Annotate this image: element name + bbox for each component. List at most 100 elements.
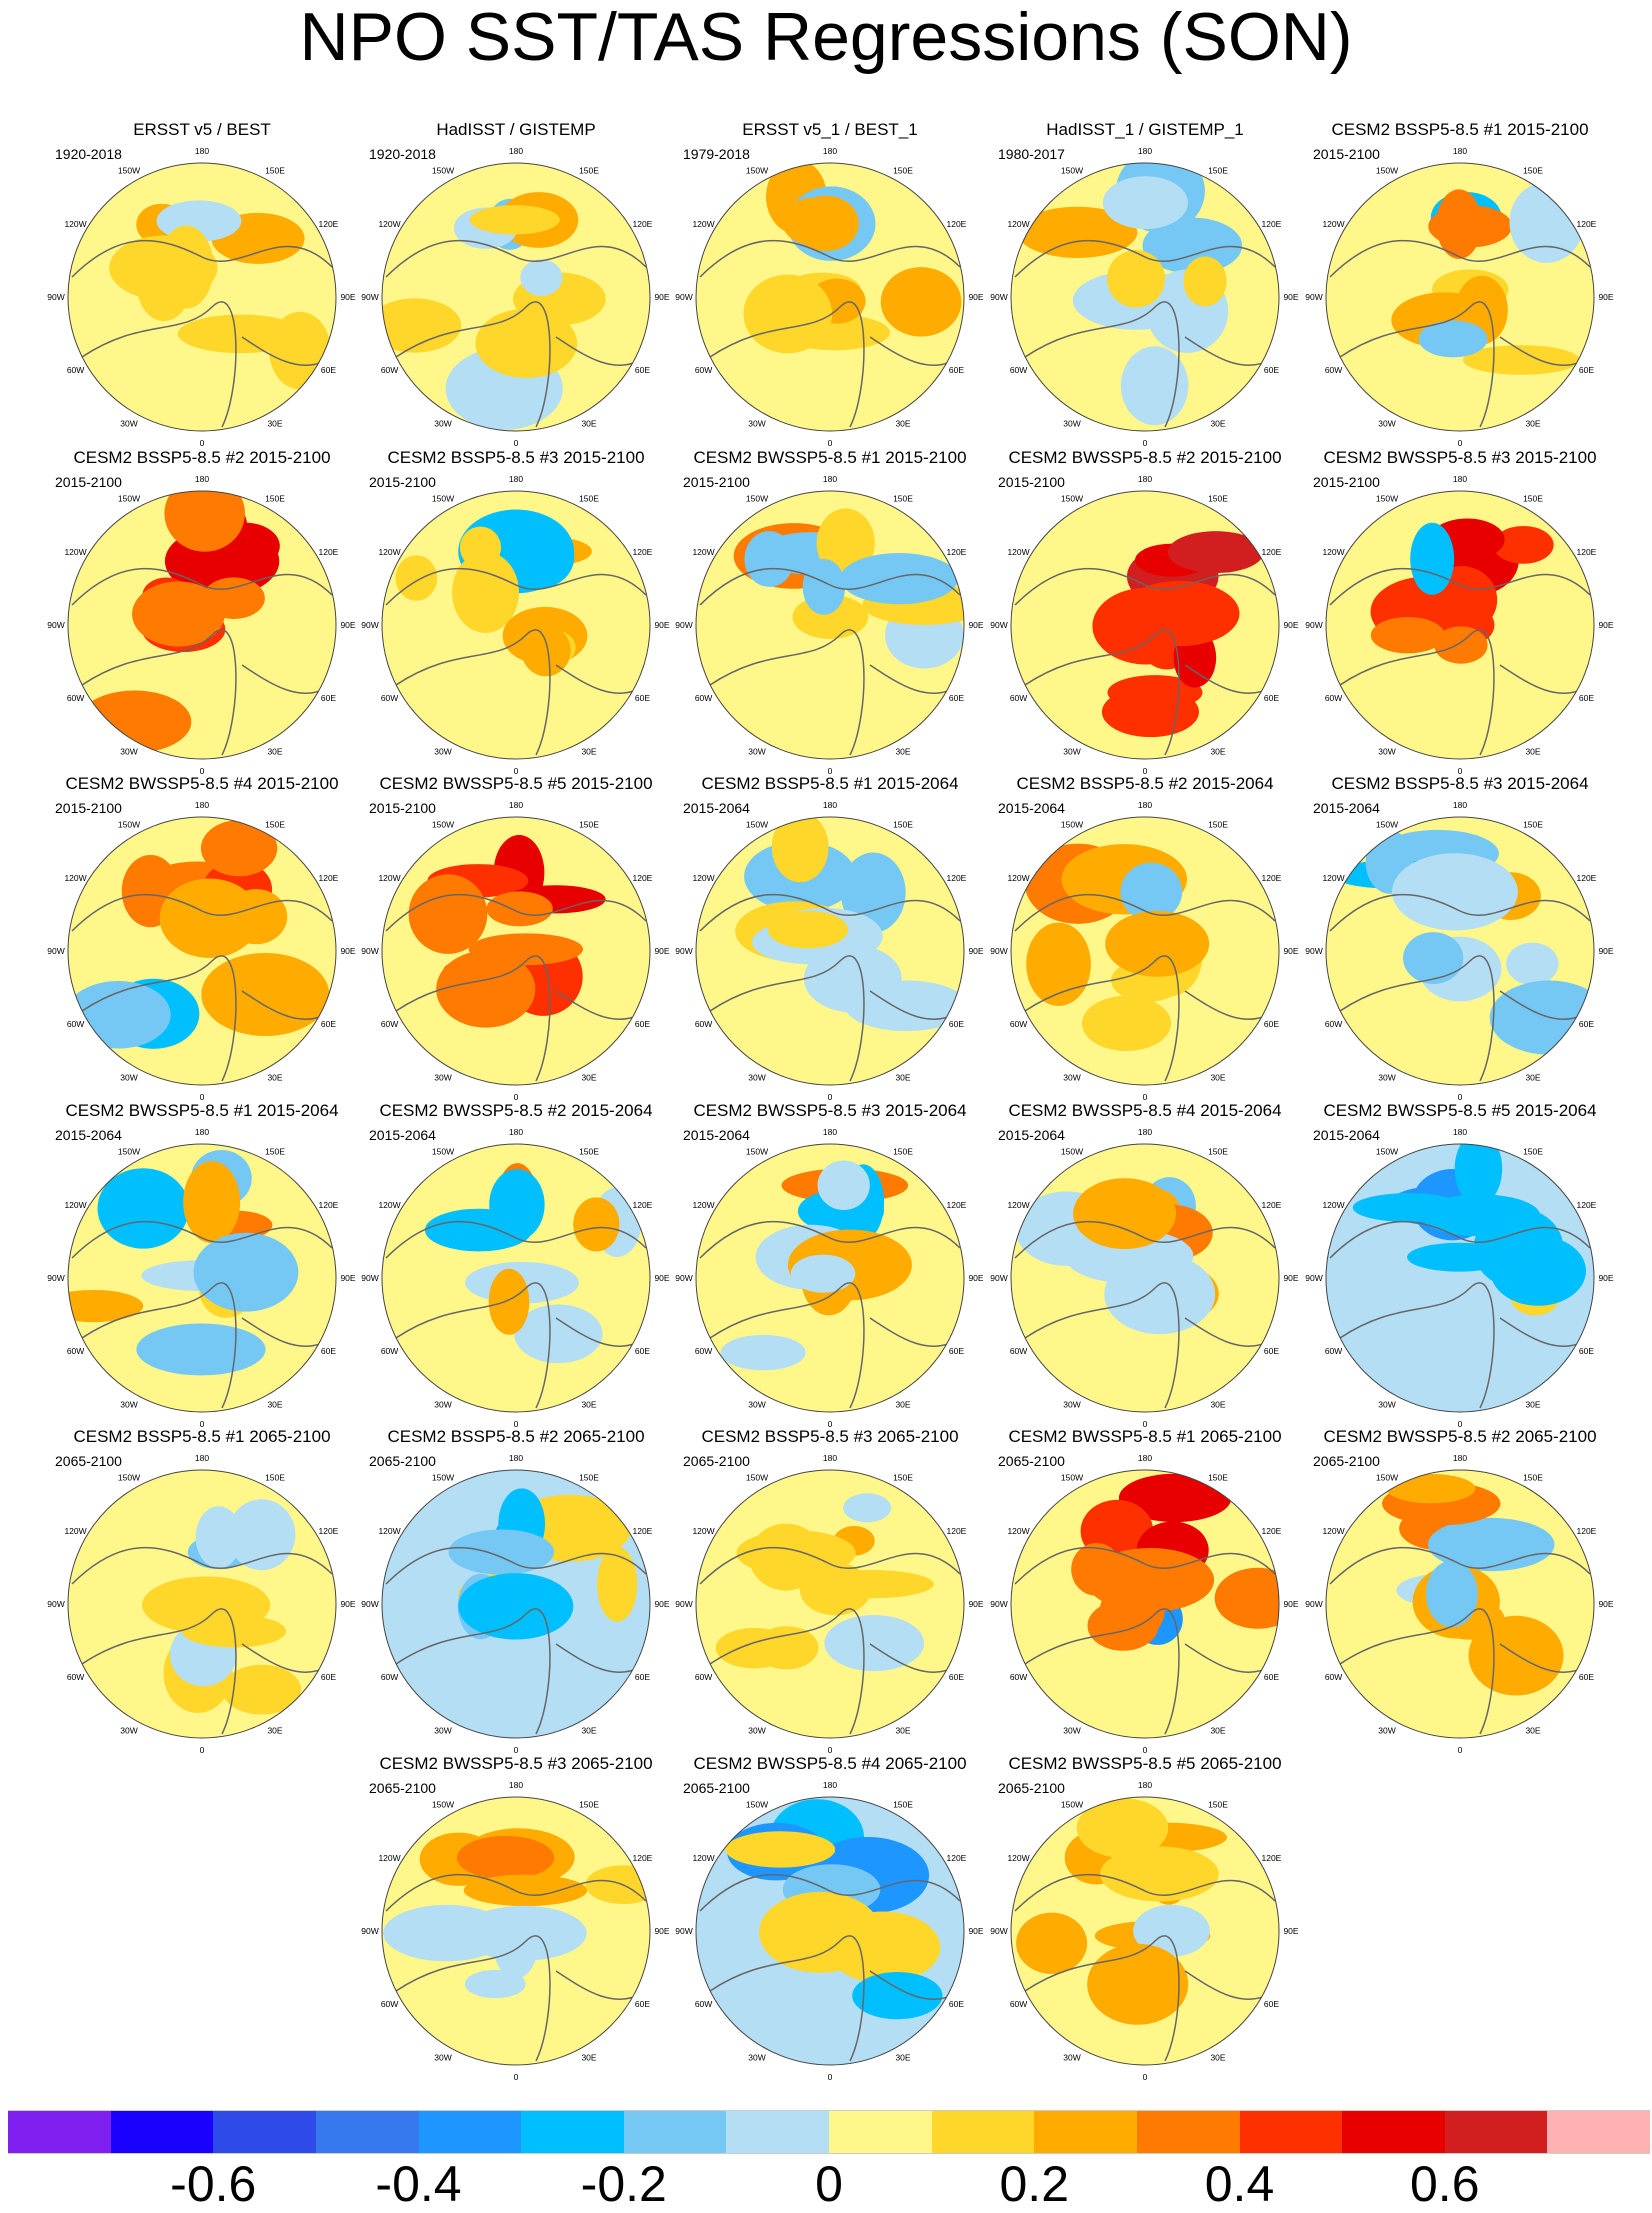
map-boundary — [695, 816, 965, 1086]
panel-title: CESM2 BWSSP5-8.5 #3 2065-2100 — [379, 1754, 653, 1773]
longitude-label: 60E — [1579, 1672, 1594, 1682]
longitude-label: 180 — [509, 146, 523, 156]
panel-title: CESM2 BWSSP5-8.5 #4 2065-2100 — [693, 1754, 967, 1773]
map-boundary — [381, 1796, 651, 2066]
longitude-label: 0 — [1143, 1419, 1148, 1429]
longitude-label: 150W — [432, 1800, 454, 1810]
longitude-label: 0 — [200, 438, 205, 448]
longitude-label: 120E — [1577, 219, 1597, 229]
anomaly-region — [109, 235, 218, 301]
map-panel: 180 150E 120E 90E 60E 30E 0 30W 60W 90W 120W 150W CE… — [990, 1101, 1300, 1431]
map-boundary — [1010, 1143, 1280, 1413]
longitude-label: 60W — [695, 1672, 712, 1682]
longitude-label: 90W — [361, 946, 378, 956]
longitude-label: 30W — [748, 2052, 765, 2062]
map-panel: 180 150E 120E 90E 60E 30E 0 30W 60W 90W 120W 150W CE… — [361, 1101, 671, 1431]
map-boundary — [381, 1143, 651, 1413]
anomaly-region — [164, 491, 245, 552]
longitude-label: 180 — [509, 800, 523, 810]
anomaly-region — [452, 551, 519, 633]
longitude-label: 60E — [635, 1346, 650, 1356]
longitude-label: 60E — [949, 1999, 964, 2009]
longitude-label: 90E — [1283, 1599, 1298, 1609]
anomaly-region — [227, 1499, 296, 1571]
anomaly-region — [1087, 1943, 1189, 2025]
polar-map: 180 150E 120E 90E 60E 30E 0 30W 60W 90W 120W 150W — [675, 146, 984, 448]
longitude-label: 0 — [514, 1745, 519, 1755]
longitude-label: 0 — [514, 1092, 519, 1102]
longitude-label: 30E — [1210, 418, 1225, 428]
longitude-label: 60E — [321, 1346, 336, 1356]
longitude-label: 90W — [675, 1273, 692, 1283]
anomaly-region — [1087, 1600, 1159, 1651]
panel-title: CESM2 BSSP5-8.5 #2 2015-2100 — [73, 448, 331, 467]
map-boundary — [695, 162, 965, 432]
anomaly-region — [802, 558, 846, 615]
map-panel: 180 150E 120E 90E 60E 30E 0 30W 60W 90W 120W 150W CE… — [1305, 1427, 1615, 1757]
longitude-label: 120E — [633, 547, 653, 557]
longitude-label: 90E — [1283, 620, 1298, 630]
longitude-label: 0 — [1143, 766, 1148, 776]
longitude-label: 90E — [340, 292, 355, 302]
longitude-label: 150E — [265, 820, 285, 830]
longitude-label: 180 — [823, 474, 837, 484]
longitude-label: 90W — [990, 1926, 1007, 1936]
longitude-label: 30W — [1063, 746, 1080, 756]
polar-map: 180 150E 120E 90E 60E 30E 0 30W 60W 90W 120W 150W — [990, 1453, 1299, 1755]
polar-map: 180 150E 120E 90E 60E 30E 0 30W 60W 90W 120W 150W — [361, 1453, 670, 1755]
anomaly-region — [395, 555, 438, 601]
panel-period: 2015-2100 — [1313, 146, 1380, 162]
longitude-label: 60E — [321, 1672, 336, 1682]
map-panel: 180 150E 120E 90E 60E 30E 0 30W 60W 90W 120W 150W CE… — [47, 448, 357, 778]
longitude-label: 120W — [378, 1526, 400, 1536]
longitude-label: 90E — [340, 946, 355, 956]
panel-period: 2015-2100 — [369, 474, 436, 490]
longitude-label: 150W — [432, 1473, 454, 1483]
longitude-label: 30W — [748, 1072, 765, 1082]
polar-map: 180 150E 120E 90E 60E 30E 0 30W 60W 90W 120W 150W — [1305, 800, 1614, 1102]
anomaly-region — [77, 690, 192, 753]
longitude-label: 30E — [267, 1072, 282, 1082]
anomaly-region — [132, 581, 225, 647]
anomaly-region — [486, 891, 553, 927]
panel-period: 2065-2100 — [1313, 1453, 1380, 1469]
anomaly-region — [1071, 1543, 1122, 1596]
longitude-label: 60E — [949, 1346, 964, 1356]
colorbar-swatch — [213, 2111, 316, 2153]
anomaly-region — [174, 1581, 267, 1620]
longitude-label: 30W — [120, 1725, 137, 1735]
anomaly-region — [424, 1208, 533, 1252]
longitude-label: 180 — [509, 1453, 523, 1463]
map-panel: 180 150E 120E 90E 60E 30E 0 30W 60W 90W 120W 150W CE… — [1305, 774, 1615, 1104]
longitude-label: 120E — [947, 1853, 967, 1863]
longitude-label: 30E — [1525, 418, 1540, 428]
longitude-label: 60E — [1264, 693, 1279, 703]
longitude-label: 120W — [1007, 1526, 1029, 1536]
longitude-label: 90E — [1283, 1926, 1298, 1936]
polar-map: 180 150E 120E 90E 60E 30E 0 30W 60W 90W 120W 150W — [675, 1453, 984, 1755]
longitude-label: 120E — [319, 219, 339, 229]
anomaly-region — [459, 526, 502, 569]
longitude-label: 0 — [1458, 438, 1463, 448]
longitude-label: 60W — [67, 1019, 84, 1029]
longitude-label: 90E — [1598, 1273, 1613, 1283]
longitude-label: 30E — [581, 1725, 596, 1735]
longitude-label: 90W — [1305, 946, 1322, 956]
anomaly-region — [468, 933, 584, 966]
anomaly-region — [1082, 995, 1172, 1052]
anomaly-region — [1454, 1144, 1503, 1206]
map-boundary — [1325, 1143, 1595, 1413]
anomaly-region — [840, 852, 906, 933]
panel-title: CESM2 BSSP5-8.5 #3 2065-2100 — [701, 1427, 959, 1446]
longitude-label: 90W — [1305, 620, 1322, 630]
panel-title: CESM2 BSSP5-8.5 #2 2015-2064 — [1016, 774, 1274, 793]
longitude-label: 60W — [695, 365, 712, 375]
longitude-label: 90E — [340, 1599, 355, 1609]
longitude-label: 120W — [1007, 1853, 1029, 1863]
panel-period: 2015-2064 — [998, 800, 1065, 816]
panel-period: 1920-2018 — [55, 146, 122, 162]
longitude-label: 60W — [67, 1672, 84, 1682]
longitude-label: 60W — [1325, 693, 1342, 703]
longitude-label: 180 — [509, 1127, 523, 1137]
panel-title: CESM2 BWSSP5-8.5 #4 2015-2100 — [65, 774, 339, 793]
